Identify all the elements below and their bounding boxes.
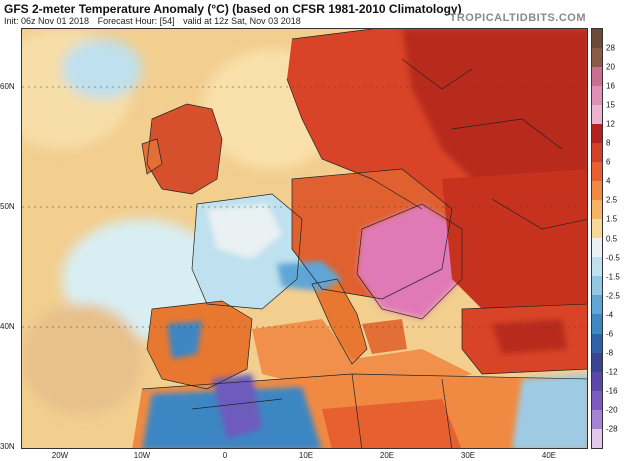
anomaly-map bbox=[22, 29, 587, 448]
colorbar-swatch bbox=[592, 409, 602, 429]
init-time: Init: 06z Nov 01 2018 bbox=[4, 16, 90, 26]
lon-label-10w: 10W bbox=[133, 451, 151, 460]
colorbar-swatch bbox=[592, 143, 602, 163]
colorbar-label: -1.5 bbox=[606, 272, 620, 282]
map-title: GFS 2-meter Temperature Anomaly (°C) (ba… bbox=[4, 2, 462, 16]
colorbar-swatch bbox=[592, 295, 602, 315]
colorbar-label: 15 bbox=[606, 100, 615, 110]
watermark: TROPICALTIDBITS.COM bbox=[449, 12, 586, 24]
lon-label-30e: 30E bbox=[460, 451, 476, 460]
colorbar-label: 8 bbox=[606, 138, 611, 148]
lat-label-30n: 30N bbox=[0, 442, 15, 451]
land-anomaly-field bbox=[132, 29, 587, 448]
map-area[interactable] bbox=[21, 28, 588, 449]
colorbar-swatch bbox=[592, 352, 602, 372]
colorbar-label: 6 bbox=[606, 157, 611, 167]
colorbar-swatch bbox=[592, 276, 602, 296]
lat-label-60n: 60N bbox=[0, 82, 15, 91]
init-line: Init: 06z Nov 01 2018 Forecast Hour: [54… bbox=[4, 16, 307, 26]
colorbar-label: 16 bbox=[606, 81, 615, 91]
colorbar-label: -12 bbox=[606, 367, 618, 377]
colorbar-swatch bbox=[592, 314, 602, 334]
colorbar-swatch bbox=[592, 105, 602, 125]
colorbar-swatch bbox=[592, 124, 602, 144]
colorbar-label: 0.5 bbox=[606, 234, 618, 243]
colorbar-swatch bbox=[592, 371, 602, 391]
colorbar-swatch bbox=[592, 428, 602, 448]
valid-time: valid at 12z Sat, Nov 03 2018 bbox=[183, 16, 301, 26]
colorbar-label: -8 bbox=[606, 348, 614, 358]
colorbar-swatch bbox=[592, 257, 602, 277]
colorbar-label: -0.5 bbox=[606, 253, 620, 263]
colorbar-swatch bbox=[592, 219, 602, 239]
lon-label-0: 0 bbox=[222, 451, 228, 460]
lat-label-40n: 40N bbox=[0, 322, 15, 331]
colorbar-swatch bbox=[592, 29, 602, 49]
header: GFS 2-meter Temperature Anomaly (°C) (ba… bbox=[0, 0, 624, 28]
colorbar-label: -2.5 bbox=[606, 291, 620, 301]
colorbar-swatch bbox=[592, 162, 602, 182]
colorbar-label: -20 bbox=[606, 405, 618, 415]
colorbar-label: 28 bbox=[606, 43, 615, 53]
colorbar-label: 12 bbox=[606, 119, 615, 129]
graticule bbox=[22, 86, 587, 328]
colorbar-label: -6 bbox=[606, 329, 614, 339]
colorbar-swatch bbox=[592, 238, 602, 258]
colorbar-label: 20 bbox=[606, 62, 615, 72]
colorbar-label: 4 bbox=[606, 176, 611, 186]
colorbar-label: -4 bbox=[606, 310, 614, 320]
colorbar bbox=[591, 28, 603, 449]
lon-label-40e: 40E bbox=[541, 451, 557, 460]
colorbar-label: 2.5 bbox=[606, 195, 618, 205]
colorbar-swatch bbox=[592, 181, 602, 201]
colorbar-swatch bbox=[592, 390, 602, 410]
country-borders bbox=[141, 29, 587, 448]
colorbar-swatch bbox=[592, 86, 602, 106]
colorbar-swatch bbox=[592, 200, 602, 220]
lat-label-50n: 50N bbox=[0, 202, 15, 211]
colorbar-label: -28 bbox=[606, 424, 618, 434]
colorbar-swatch bbox=[592, 48, 602, 68]
lon-label-20e: 20E bbox=[379, 451, 395, 460]
colorbar-swatch bbox=[592, 67, 602, 87]
colorbar-label: -16 bbox=[606, 386, 618, 396]
colorbar-swatch bbox=[592, 333, 602, 353]
forecast-hour: Forecast Hour: [54] bbox=[97, 16, 175, 26]
lon-label-10e: 10E bbox=[298, 451, 314, 460]
colorbar-label: 1.5 bbox=[606, 214, 618, 224]
lon-label-20w: 20W bbox=[51, 451, 69, 460]
